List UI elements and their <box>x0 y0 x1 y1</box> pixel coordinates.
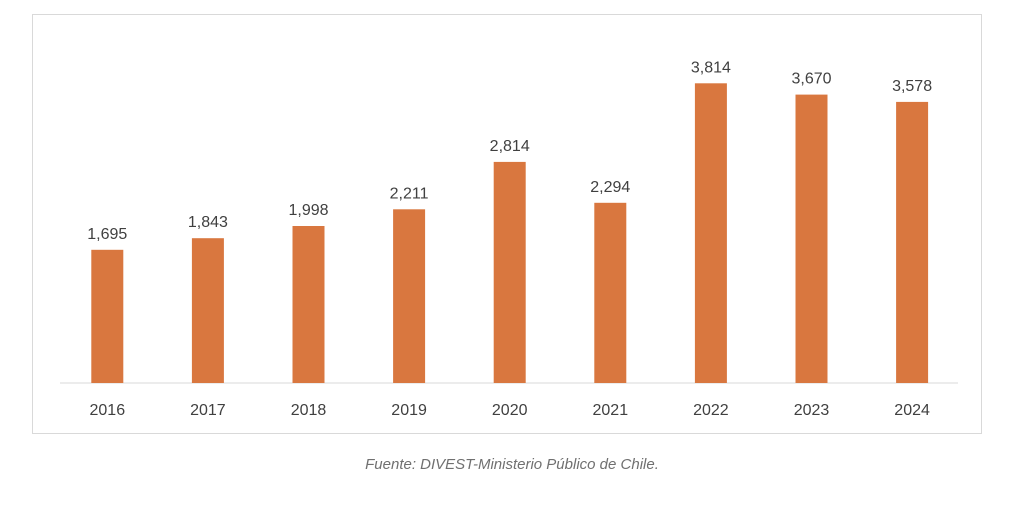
x-tick-label-2016: 2016 <box>90 402 126 419</box>
bar-chart: 1,695 1,843 1,998 2,211 2,814 2,294 3,814 3,670… <box>60 59 958 419</box>
x-tick-label-2020: 2020 <box>492 402 528 419</box>
x-tick-label-2017: 2017 <box>190 402 226 419</box>
value-label-2022: 3,814 <box>691 59 731 76</box>
value-label-2023: 3,670 <box>791 71 831 88</box>
x-tick-label-2024: 2024 <box>894 402 930 419</box>
value-label-2024: 3,578 <box>892 78 932 95</box>
bar-2022 <box>694 83 727 384</box>
x-tick-labels-group: 2016 2017 2018 2019 2020 2021 2022 2023 2024 <box>90 402 930 419</box>
bar-2016 <box>91 249 124 383</box>
x-tick-label-2023: 2023 <box>794 402 830 419</box>
value-label-2017: 1,843 <box>188 214 228 231</box>
value-label-2020: 2,814 <box>490 138 530 155</box>
bar-2021 <box>594 202 627 383</box>
x-tick-label-2022: 2022 <box>693 402 729 419</box>
value-label-2018: 1,998 <box>288 202 328 219</box>
value-label-2021: 2,294 <box>590 179 630 196</box>
bars-group <box>91 83 929 384</box>
bar-2019 <box>393 209 426 383</box>
bar-2018 <box>292 226 325 383</box>
value-label-2019: 2,211 <box>390 185 429 202</box>
source-note: Fuente: DIVEST-Ministerio Público de Chi… <box>365 456 659 473</box>
value-label-2016: 1,695 <box>87 226 127 243</box>
value-labels-group: 1,695 1,843 1,998 2,211 2,814 2,294 3,814 3,670… <box>87 59 932 243</box>
bar-2023 <box>795 94 828 383</box>
bar-2020 <box>493 161 526 383</box>
x-tick-label-2021: 2021 <box>593 402 629 419</box>
bar-2024 <box>896 101 929 384</box>
x-tick-label-2019: 2019 <box>391 402 427 419</box>
bar-2017 <box>191 238 224 383</box>
x-tick-label-2018: 2018 <box>291 402 327 419</box>
